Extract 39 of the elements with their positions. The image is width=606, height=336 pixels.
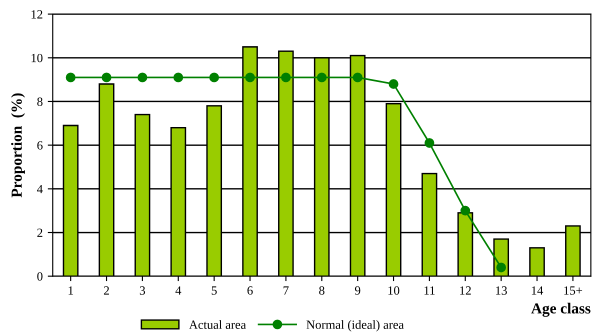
legend-label: Normal (ideal) area — [306, 320, 404, 332]
point — [245, 72, 255, 82]
y-tick-label: 0 — [37, 272, 43, 281]
point — [424, 138, 434, 148]
x-tick-label: 7 — [284, 286, 289, 295]
point — [316, 72, 327, 82]
x-tick-label: 11 — [424, 286, 435, 295]
x-tick-label: 9 — [354, 286, 360, 295]
point — [388, 79, 398, 89]
point — [352, 72, 363, 82]
point — [66, 72, 76, 82]
y-tick-label: 8 — [37, 97, 43, 106]
y-tick-label: 12 — [32, 10, 42, 18]
point — [173, 72, 184, 82]
x-tick-label: 1 — [68, 286, 74, 295]
point — [102, 72, 112, 82]
y-tick-label: 10 — [32, 54, 43, 62]
y-tick-label: 4 — [36, 184, 43, 194]
x-tick-label: 10 — [388, 286, 400, 295]
point — [496, 262, 506, 272]
x-tick-label: 3 — [140, 286, 146, 295]
x-tick-label: 13 — [496, 286, 507, 295]
x-tick-label: 5 — [212, 286, 217, 295]
x-tick-label: 2 — [104, 286, 109, 295]
x-tick-label: 6 — [247, 286, 253, 295]
y-tick-label: 2 — [37, 228, 42, 237]
y-axis-title: Proportion (%) — [11, 93, 25, 198]
x-tick-label: 14 — [532, 286, 544, 295]
point — [460, 206, 470, 216]
point — [138, 72, 148, 82]
x-tick-label: 15+ — [564, 286, 582, 295]
point — [209, 72, 220, 82]
x-tick-label: 12 — [460, 286, 471, 295]
x-axis-title: Age class — [531, 302, 590, 317]
y-tick-label: 6 — [37, 141, 43, 150]
x-tick-label: 4 — [175, 286, 182, 295]
legend-label: Actual area — [189, 320, 246, 329]
x-tick-label: 8 — [319, 286, 324, 295]
point — [281, 72, 291, 82]
